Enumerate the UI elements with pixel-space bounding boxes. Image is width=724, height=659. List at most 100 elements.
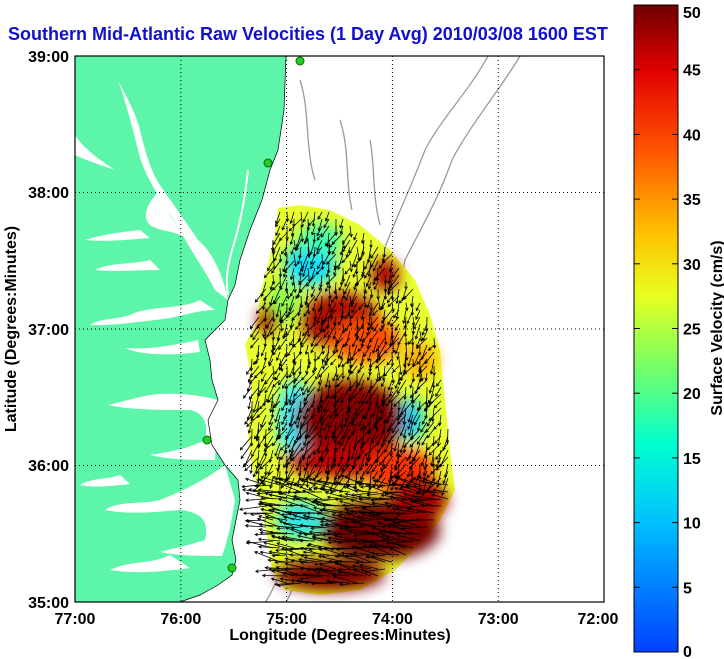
velocity-arrow	[323, 421, 330, 432]
velocity-arrow	[276, 449, 281, 461]
velocity-arrow	[383, 414, 393, 424]
velocity-arrow	[435, 442, 449, 460]
radar-station-marker	[202, 435, 212, 445]
velocity-arrow	[299, 504, 323, 514]
velocity-arrow	[410, 494, 435, 500]
velocity-arrow	[416, 428, 428, 445]
velocity-arrow	[418, 372, 423, 383]
velocity-arrow	[303, 309, 309, 318]
velocity-arrow	[417, 488, 435, 493]
velocity-arrow	[328, 414, 337, 429]
velocity-arrow	[240, 442, 253, 460]
velocity-arrow	[350, 309, 358, 320]
velocity-arrow	[349, 295, 354, 308]
velocity-arrow	[245, 519, 274, 528]
colorbar-tick-label: 45	[683, 63, 701, 80]
velocity-arrow	[325, 253, 337, 265]
velocity-arrow	[312, 365, 316, 374]
velocity-arrow	[393, 482, 421, 493]
velocity-arrow	[364, 442, 379, 457]
velocity-arrow	[279, 477, 302, 486]
velocity-arrow	[386, 281, 400, 294]
velocity-arrow	[339, 225, 344, 235]
velocity-arrow	[254, 532, 274, 537]
velocity-arrow	[315, 267, 323, 275]
velocity-arrow	[260, 496, 281, 500]
velocity-arrow	[324, 491, 351, 500]
velocity-arrow	[285, 323, 295, 337]
velocity-arrow	[305, 365, 309, 375]
velocity-arrow	[275, 218, 281, 228]
velocity-arrow	[353, 281, 358, 291]
velocity-arrow	[304, 316, 309, 328]
velocity-arrow	[271, 309, 276, 323]
velocity-arrow	[342, 232, 351, 245]
velocity-arrow	[393, 531, 421, 536]
velocity-arrow	[302, 211, 309, 223]
velocity-arrow	[361, 330, 372, 344]
velocity-arrow	[325, 267, 330, 278]
radar-station-marker	[295, 56, 305, 66]
velocity-arrow	[408, 421, 414, 437]
velocity-arrow	[264, 566, 288, 570]
velocity-arrow	[390, 288, 395, 301]
velocity-arrow	[365, 456, 372, 467]
x-tick-label: 73:00	[478, 611, 519, 628]
velocity-arrow	[381, 379, 386, 388]
velocity-arrow	[317, 372, 323, 386]
colorbar-tick-label: 15	[683, 451, 701, 468]
velocity-arrow	[275, 211, 281, 225]
velocity-arrow	[330, 358, 337, 366]
velocity-arrow	[393, 516, 421, 528]
velocity-arrow	[256, 517, 281, 528]
velocity-arrow	[367, 372, 372, 381]
velocity-arrow	[246, 414, 260, 428]
velocity-arrow	[274, 560, 295, 564]
velocity-arrow	[420, 449, 428, 467]
velocity-arrow	[272, 400, 281, 409]
velocity-arrow	[310, 337, 316, 347]
velocity-arrow	[351, 414, 358, 427]
velocity-arrow	[393, 475, 421, 486]
coastline	[179, 56, 287, 602]
velocity-arrow	[421, 323, 428, 336]
velocity-arrow	[299, 566, 316, 571]
velocity-arrow	[289, 414, 295, 428]
velocity-arrow	[268, 421, 274, 432]
velocity-arrow	[279, 358, 284, 373]
velocity-arrow	[288, 295, 295, 312]
velocity-arrow	[303, 456, 316, 472]
velocity-arrow	[294, 490, 323, 494]
velocity-arrow	[298, 558, 323, 563]
velocity-arrow	[426, 428, 435, 439]
velocity-arrow	[350, 498, 379, 507]
velocity-arrow	[381, 302, 386, 311]
velocity-arrow	[283, 267, 288, 278]
velocity-arrow	[411, 316, 416, 327]
velocity-arrow	[400, 365, 407, 382]
velocity-arrow	[378, 372, 386, 382]
velocity-arrow	[316, 246, 323, 255]
velocity-arrow	[294, 372, 302, 382]
velocity-arrow	[325, 211, 330, 222]
velocity-arrow	[317, 260, 323, 270]
velocity-arrow	[415, 337, 428, 350]
velocity-arrow	[413, 414, 421, 426]
velocity-arrow	[367, 351, 372, 362]
velocity-arrow	[300, 553, 316, 558]
velocity-arrow	[380, 493, 407, 500]
velocity-arrow	[274, 442, 281, 457]
velocity-arrow	[341, 503, 365, 507]
velocity-arrow	[420, 503, 442, 508]
velocity-arrow	[423, 400, 435, 412]
velocity-arrow	[281, 400, 288, 412]
velocity-arrow	[319, 523, 337, 528]
velocity-arrow	[343, 281, 351, 295]
y-tick-label: 39:00	[28, 49, 69, 66]
velocity-arrow	[415, 302, 421, 312]
velocity-arrow	[272, 239, 281, 253]
velocity-arrow	[272, 232, 281, 246]
velocity-arrow	[427, 393, 435, 404]
velocity-arrow	[259, 400, 267, 410]
velocity-arrow	[343, 414, 351, 428]
